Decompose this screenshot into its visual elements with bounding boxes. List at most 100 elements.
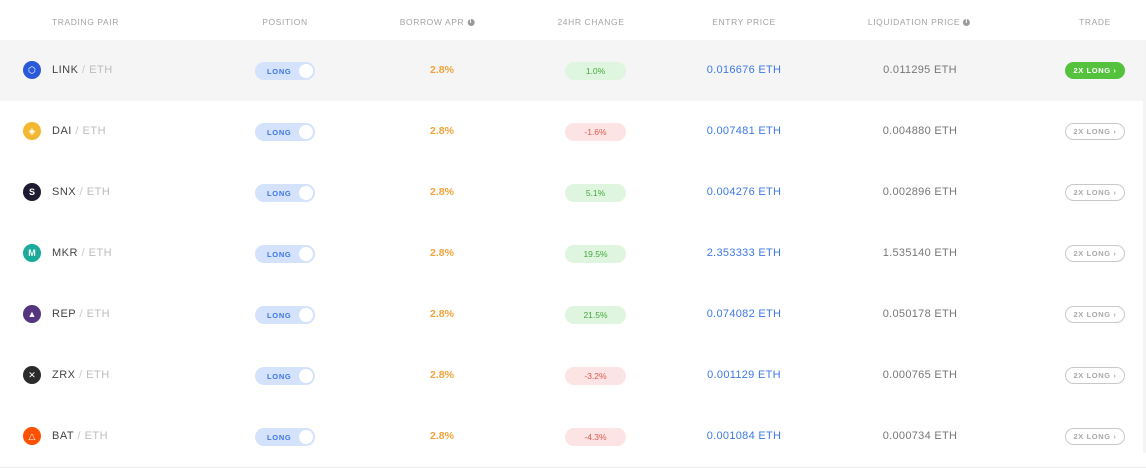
entry-price: 0.074082 ETH <box>706 308 782 320</box>
toggle-knob <box>299 247 313 261</box>
position-label: LONG <box>267 433 292 442</box>
column-header-label: TRADING PAIR <box>52 17 120 27</box>
change-badge: 19.5% <box>565 245 626 263</box>
pair-separator: / <box>78 64 90 76</box>
trade-button-label: 2X LONG <box>1073 371 1111 380</box>
table-row[interactable]: ⬡ LINK / ETH LONG 2.8% 1.0% 0.016676 ETH 0.011… <box>0 40 1146 102</box>
change-badge: -1.6% <box>565 123 626 141</box>
column-header-label: BORROW APR <box>399 17 465 27</box>
base-asset: MKR <box>52 247 78 259</box>
liquidation-price: 0.000765 ETH <box>882 369 958 381</box>
column-header-trade: TRADE <box>1079 17 1111 27</box>
table-row[interactable]: ✕ ZRX / ETH LONG 2.8% -3.2% 0.001129 ETH 0.000… <box>0 345 1146 407</box>
change-badge: -4.3% <box>565 428 626 446</box>
entry-price: 2.353333 ETH <box>706 247 782 259</box>
chevron-right-icon: › <box>1113 188 1117 197</box>
chevron-right-icon: › <box>1113 127 1117 136</box>
entry-price: 0.007481 ETH <box>706 125 782 137</box>
liquidation-price: 0.050178 ETH <box>882 308 958 320</box>
trading-pair: ZRX / ETH <box>52 369 110 381</box>
column-header-label: POSITION <box>262 17 308 27</box>
pair-separator: / <box>77 247 89 259</box>
dai-icon: ◈ <box>23 122 41 140</box>
borrow-apr: 2.8% <box>430 125 454 137</box>
position-toggle[interactable]: LONG <box>255 428 315 446</box>
liquidation-price: 0.002896 ETH <box>882 186 958 198</box>
borrow-apr: 2.8% <box>430 186 454 198</box>
toggle-knob <box>299 186 313 200</box>
column-header-label: LIQUIDATION PRICE <box>867 17 961 27</box>
trade-2x-long-button[interactable]: 2X LONG › <box>1065 428 1125 445</box>
scrollbar-track[interactable] <box>1143 40 1146 453</box>
entry-price: 0.001084 ETH <box>706 430 782 442</box>
borrow-apr: 2.8% <box>430 64 454 76</box>
pair-separator: / <box>71 125 83 137</box>
table-row[interactable]: M MKR / ETH LONG 2.8% 19.5% 2.353333 ETH 1.535… <box>0 223 1146 285</box>
synthetix-icon: S <box>23 183 41 201</box>
column-header-liquidation-price: LIQUIDATION PRICE i <box>867 17 971 27</box>
trade-button-label: 2X LONG <box>1073 127 1111 136</box>
table-row[interactable]: ◈ DAI / ETH LONG 2.8% -1.6% 0.007481 ETH 0.004… <box>0 101 1146 163</box>
base-asset: REP <box>52 308 76 320</box>
quote-asset: ETH <box>84 430 109 442</box>
position-label: LONG <box>267 311 292 320</box>
entry-price: 0.001129 ETH <box>707 369 781 381</box>
pair-separator: / <box>75 369 87 381</box>
maker-icon: M <box>23 244 41 262</box>
quote-asset: ETH <box>88 247 113 259</box>
pair-separator: / <box>76 186 87 198</box>
column-header-24hr-change: 24HR CHANGE <box>557 17 624 27</box>
liquidation-price: 0.011295 ETH <box>883 64 957 76</box>
column-header-label: TRADE <box>1079 17 1111 27</box>
borrow-apr: 2.8% <box>430 308 454 320</box>
position-toggle[interactable]: LONG <box>255 123 315 141</box>
liquidation-price: 1.535140 ETH <box>882 247 958 259</box>
borrow-apr: 2.8% <box>430 369 454 381</box>
change-badge: 1.0% <box>565 62 626 80</box>
position-label: LONG <box>267 250 292 259</box>
table-row[interactable]: △ BAT / ETH LONG 2.8% -4.3% 0.001084 ETH 0.000… <box>0 406 1146 468</box>
toggle-knob <box>299 125 313 139</box>
position-toggle[interactable]: LONG <box>255 62 315 80</box>
base-asset: LINK <box>52 64 79 76</box>
position-toggle[interactable]: LONG <box>255 245 315 263</box>
entry-price: 0.016676 ETH <box>706 64 782 76</box>
quote-asset: ETH <box>86 369 110 381</box>
trading-pair: BAT / ETH <box>52 430 108 442</box>
position-toggle[interactable]: LONG <box>255 184 315 202</box>
info-icon[interactable]: i <box>467 18 475 26</box>
info-icon[interactable]: i <box>963 18 971 26</box>
borrow-apr: 2.8% <box>430 430 454 442</box>
base-asset: SNX <box>52 186 77 198</box>
column-header-position: POSITION <box>262 17 307 27</box>
liquidation-price: 0.000734 ETH <box>882 430 958 442</box>
quote-asset: ETH <box>86 308 111 320</box>
table-row[interactable]: ▲ REP / ETH LONG 2.8% 21.5% 0.074082 ETH 0.050… <box>0 284 1146 346</box>
0x-icon: ✕ <box>23 366 41 384</box>
trade-2x-long-button[interactable]: 2X LONG › <box>1065 367 1125 384</box>
trade-2x-long-button[interactable]: 2X LONG › <box>1065 123 1125 140</box>
table-header: TRADING PAIR POSITION BORROW APR i 24HR … <box>0 0 1146 41</box>
quote-asset: ETH <box>82 125 107 137</box>
trade-button-label: 2X LONG <box>1073 66 1111 75</box>
change-badge: 21.5% <box>565 306 626 324</box>
position-label: LONG <box>267 372 292 381</box>
column-header-borrow-apr: BORROW APR i <box>400 17 475 27</box>
trade-2x-long-button[interactable]: 2X LONG › <box>1065 245 1125 262</box>
trade-2x-long-button[interactable]: 2X LONG › <box>1065 306 1125 323</box>
trade-2x-long-button[interactable]: 2X LONG › <box>1065 62 1125 79</box>
trade-2x-long-button[interactable]: 2X LONG › <box>1065 184 1125 201</box>
position-toggle[interactable]: LONG <box>255 367 315 385</box>
chevron-right-icon: › <box>1113 66 1117 75</box>
trading-pair: REP / ETH <box>52 308 110 320</box>
column-header-label: 24HR CHANGE <box>557 17 625 27</box>
chevron-right-icon: › <box>1113 432 1117 441</box>
column-header-label: ENTRY PRICE <box>712 17 776 27</box>
column-header-trading-pair: TRADING PAIR <box>52 17 119 27</box>
trade-button-label: 2X LONG <box>1073 249 1111 258</box>
position-label: LONG <box>267 189 292 198</box>
augur-icon: ▲ <box>23 305 41 323</box>
position-toggle[interactable]: LONG <box>255 306 315 324</box>
trade-button-label: 2X LONG <box>1073 310 1111 319</box>
table-row[interactable]: S SNX / ETH LONG 2.8% 5.1% 0.004276 ETH 0.0028… <box>0 162 1146 224</box>
